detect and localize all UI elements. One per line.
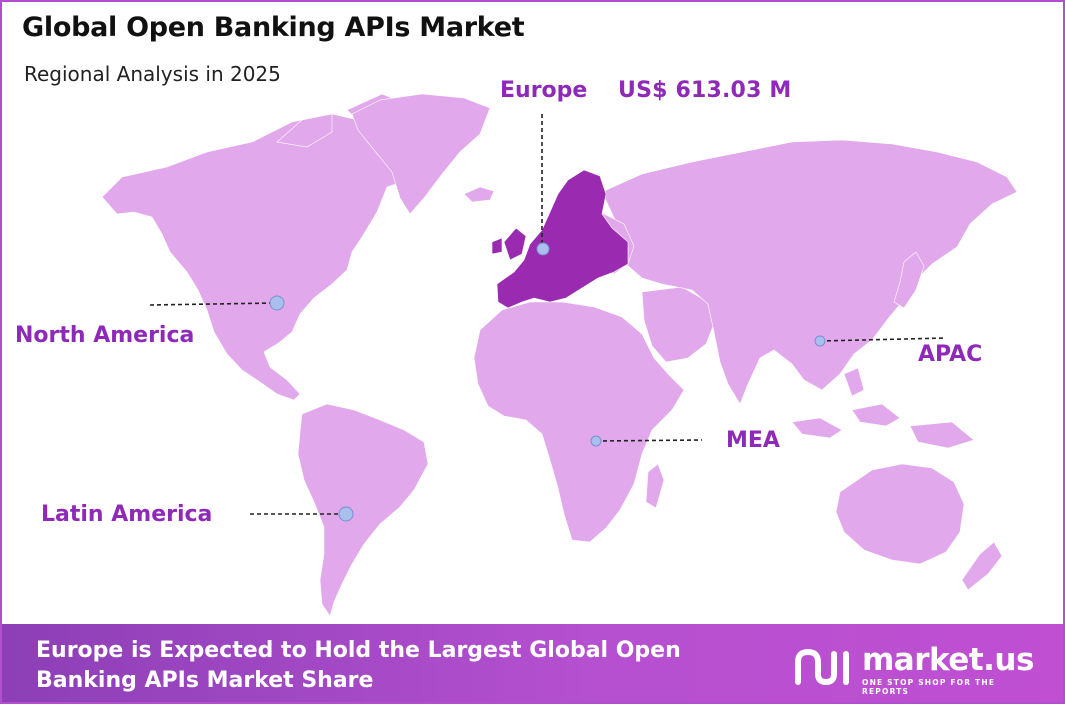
leader-line-north-america <box>149 302 277 306</box>
markers <box>269 242 826 522</box>
north-america-label: North America <box>15 323 195 348</box>
brand-tagline: ONE STOP SHOP FOR THE REPORTS <box>862 678 996 696</box>
japan-shape <box>893 251 925 309</box>
footer-text: Europe is Expected to Hold the Largest G… <box>36 638 681 693</box>
marker-latin-america <box>338 506 354 522</box>
world-map <box>101 93 1018 617</box>
south-america-shape <box>297 403 429 617</box>
market-us-logo-icon <box>795 648 849 686</box>
iceland-shape <box>463 186 495 203</box>
british-isles-shape <box>491 227 527 261</box>
marker-apac <box>814 335 826 347</box>
continents <box>101 93 1018 617</box>
southeast-asia-islands-shape <box>791 367 975 449</box>
australia-shape <box>835 463 965 565</box>
leader-line-apac <box>819 337 947 342</box>
marker-europe <box>536 242 550 256</box>
madagascar-shape <box>645 463 665 509</box>
page-subtitle: Regional Analysis in 2025 <box>24 62 281 86</box>
mea-label: MEA <box>726 428 780 453</box>
europe-highlight <box>491 169 629 309</box>
brand-name: market.us <box>862 642 1034 678</box>
marker-north-america <box>269 295 285 311</box>
greenland-shape <box>351 93 491 215</box>
europe-value: US$ 613.03 M <box>618 78 792 103</box>
new-zealand-shape <box>961 541 1003 591</box>
africa-shape <box>473 301 685 543</box>
apac-label: APAC <box>918 342 983 367</box>
asia-shape <box>601 139 1018 405</box>
footer-banner: Europe is Expected to Hold the Largest G… <box>2 624 1063 702</box>
marker-mea <box>590 435 602 447</box>
latin-america-label: Latin America <box>41 502 213 527</box>
leader-line-mea <box>595 439 703 442</box>
page-title: Global Open Banking APIs Market <box>22 12 525 43</box>
leader-lines <box>149 114 947 515</box>
europe-label: Europe <box>500 78 588 103</box>
middle-east-shape <box>641 286 715 363</box>
brand: market.us ONE STOP SHOP FOR THE REPORTS <box>792 640 1042 696</box>
